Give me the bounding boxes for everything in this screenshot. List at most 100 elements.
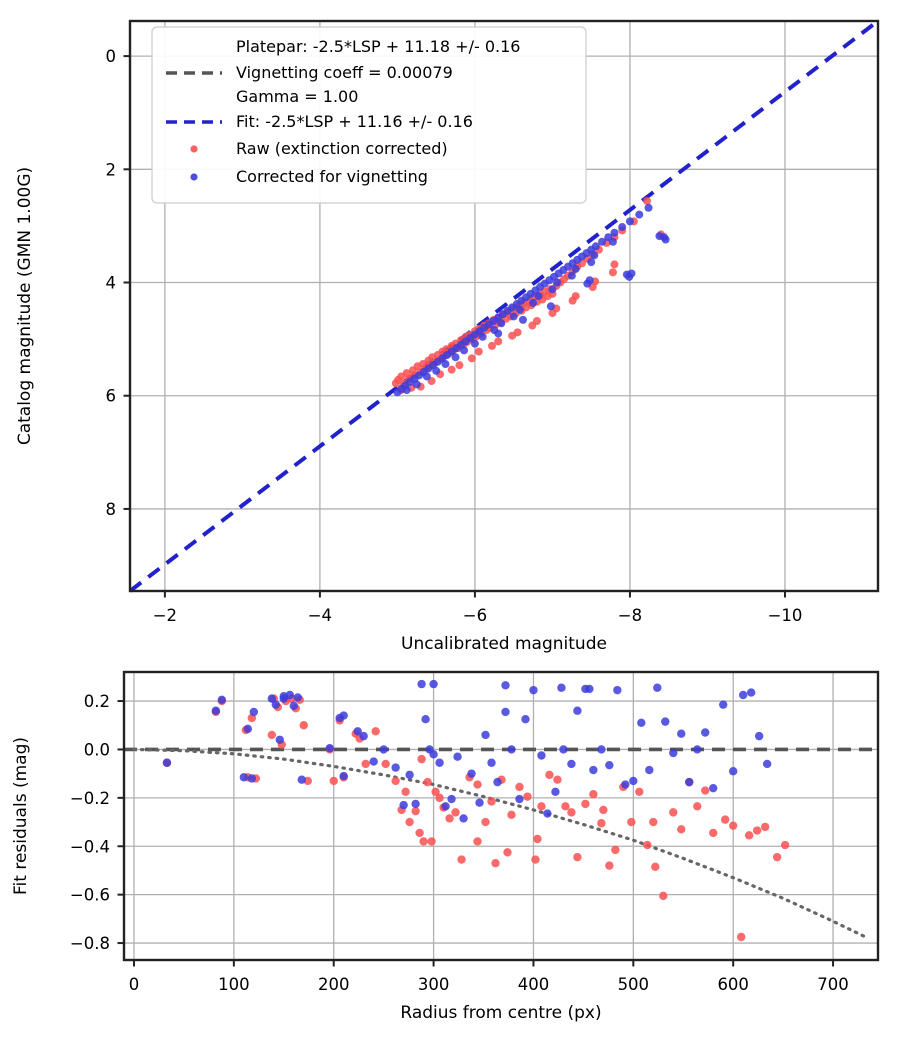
data-point [627, 269, 636, 278]
data-point [267, 694, 277, 703]
axes-spines [128, 19, 880, 593]
data-point [507, 810, 516, 819]
data-point [643, 197, 652, 205]
data-point [651, 862, 660, 872]
data-point [744, 831, 754, 840]
data-point [605, 760, 614, 770]
y-tick-label: 8 [106, 500, 117, 519]
x-tick-label: −2 [153, 606, 177, 625]
data-point [760, 822, 770, 832]
data-point [473, 837, 482, 846]
data-point [587, 258, 596, 267]
data-point [497, 319, 506, 328]
data-point [405, 817, 414, 827]
data-point [738, 690, 748, 700]
data-point [573, 852, 582, 862]
residual-series-corrected [162, 679, 772, 823]
x-axis-label: Radius from centre (px) [400, 1003, 601, 1023]
data-point [567, 759, 576, 769]
data-point [411, 806, 420, 816]
data-point [618, 223, 627, 232]
data-point [481, 730, 490, 740]
data-point [491, 858, 500, 868]
legend-label: Raw (extinction corrected) [236, 139, 448, 158]
y-axis-label: Catalog magnitude (GMN 1.00G) [15, 167, 35, 445]
data-point [445, 814, 454, 823]
x-tick-label: 700 [817, 975, 849, 994]
grid-lines [124, 672, 878, 960]
legend-label: Vignetting coeff = 0.00079 [236, 63, 453, 82]
data-point [567, 808, 576, 817]
data-point [585, 276, 594, 285]
data-point [598, 237, 607, 246]
data-point [548, 309, 557, 318]
data-point [412, 380, 421, 389]
data-point [531, 855, 540, 864]
data-point [591, 242, 600, 251]
data-point [529, 298, 538, 307]
data-point [243, 724, 253, 734]
photometric-calibration-panel: −2 −4 −6 −8 −10 0 2 4 6 8 Uncalibrated magnitude Ca… [15, 19, 880, 654]
legend-marker-raw [190, 145, 198, 153]
scatter-series-corrected [393, 203, 670, 397]
data-point [467, 769, 476, 778]
data-point [451, 353, 460, 362]
x-tick-label: 300 [418, 975, 450, 994]
data-point [399, 800, 408, 810]
data-point [533, 834, 542, 844]
data-point [537, 802, 546, 811]
data-point [249, 707, 259, 717]
data-point [467, 354, 476, 363]
data-point [457, 855, 466, 864]
data-point [701, 728, 710, 737]
y-tick-label: 6 [106, 387, 117, 406]
x-tick-label: 100 [218, 975, 250, 994]
data-point [329, 776, 338, 786]
data-point [780, 840, 790, 850]
data-point [455, 361, 464, 370]
data-point [754, 731, 764, 741]
data-point [402, 386, 411, 395]
data-point [515, 782, 524, 792]
data-point [597, 819, 606, 828]
y-axis-label: Fit residuals (mag) [11, 737, 31, 895]
data-point [677, 729, 686, 738]
data-point [557, 683, 566, 692]
data-point [405, 770, 414, 780]
data-point [359, 731, 368, 741]
y-tick-label: 0.2 [84, 692, 110, 711]
data-point [473, 780, 482, 789]
data-point [608, 268, 617, 277]
axis-ticks: −2 −4 −6 −8 −10 0 2 4 6 8 [106, 47, 803, 625]
data-point [677, 825, 686, 834]
data-point [431, 787, 440, 796]
data-point [361, 759, 370, 769]
data-point [447, 365, 456, 374]
data-point [162, 758, 172, 767]
data-point [507, 745, 516, 754]
data-point [521, 714, 530, 724]
data-point [534, 292, 543, 301]
data-point [551, 787, 560, 796]
data-point [501, 681, 510, 690]
data-point [381, 759, 390, 769]
data-point [487, 797, 496, 806]
data-point [518, 315, 527, 324]
data-point [494, 337, 503, 346]
data-point [659, 891, 668, 901]
data-point [629, 776, 638, 786]
data-point [460, 346, 469, 355]
data-point [494, 329, 503, 338]
data-point [293, 693, 302, 702]
legend-marker-corrected [190, 173, 198, 181]
data-point [545, 770, 554, 780]
data-point [419, 837, 428, 846]
data-point [653, 683, 662, 692]
data-point [371, 727, 380, 736]
x-tick-label: 400 [518, 975, 550, 994]
data-point [635, 210, 644, 219]
data-point [621, 780, 630, 789]
data-point [585, 684, 594, 694]
data-point [719, 700, 728, 709]
data-point [590, 251, 599, 260]
